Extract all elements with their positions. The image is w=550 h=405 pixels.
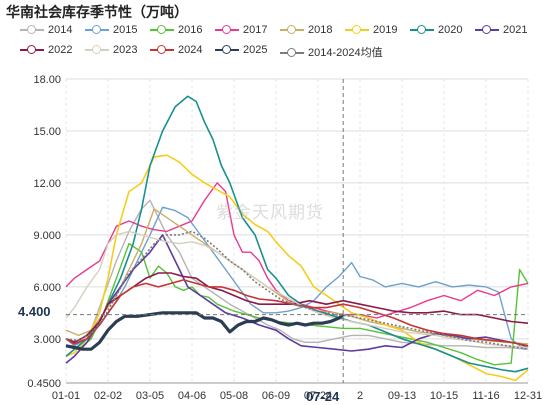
- legend-item[interactable]: 2019: [345, 24, 397, 36]
- y-tick-label: 12.00: [33, 178, 61, 190]
- x-tick-label: 07-24: [304, 390, 332, 402]
- series-line-2024: [65, 279, 529, 347]
- y-tick-label: 0.4500: [27, 378, 61, 390]
- y-tick-label: 15.00: [33, 126, 61, 138]
- legend-label: 2016: [178, 24, 203, 36]
- legend-label: 2019: [373, 24, 398, 36]
- crosshair: [66, 79, 528, 383]
- series-line-2022: [65, 272, 529, 344]
- legend-marker-icon: [280, 47, 304, 59]
- legend-item[interactable]: 2018: [280, 24, 332, 36]
- legend-marker-icon: [20, 44, 44, 56]
- x-tick-label: 05-08: [220, 390, 248, 402]
- x-tick-label: 11-16: [472, 390, 499, 402]
- legend-label: 2021: [503, 24, 528, 36]
- legend-label: 2022: [48, 44, 73, 56]
- series-line-2017: [65, 182, 529, 319]
- y-tick-label: 9.000: [33, 230, 61, 242]
- legend-marker-icon: [150, 44, 174, 56]
- crosshair-x-label: 07-24: [306, 389, 340, 404]
- series-line-2020: [65, 95, 529, 373]
- legend-item[interactable]: 2020: [410, 24, 462, 36]
- legend-item[interactable]: 2023: [85, 44, 137, 56]
- legend-marker-icon: [85, 24, 109, 36]
- legend-label: 2014: [48, 24, 73, 36]
- legend-marker-icon: [410, 24, 434, 36]
- x-tick-label: 09-13: [388, 390, 416, 402]
- legend-marker-icon: [215, 44, 239, 56]
- legend-marker-icon: [20, 24, 44, 36]
- legend-label: 2024: [178, 44, 203, 56]
- series-lines: [65, 95, 529, 382]
- watermark-text: 紫金天风期货: [216, 203, 324, 223]
- y-tick-label: 3.000: [33, 334, 61, 346]
- legend-marker-icon: [345, 24, 369, 36]
- x-tick-label: 06-09: [262, 390, 290, 402]
- series-line-2015: [65, 206, 529, 350]
- legend-marker-icon: [150, 24, 174, 36]
- y-tick-label: 18.00: [33, 74, 61, 86]
- legend-item[interactable]: 2015: [85, 24, 137, 36]
- legend-marker-icon: [215, 24, 239, 36]
- series-line-2023: [65, 230, 529, 349]
- legend-marker-icon: [85, 44, 109, 56]
- legend-marker-icon: [280, 24, 304, 36]
- legend-label: 2015: [113, 24, 138, 36]
- legend-label: 2023: [113, 44, 138, 56]
- x-tick-label: 01-01: [52, 390, 80, 402]
- legend-item[interactable]: 2022: [20, 44, 72, 56]
- x-tick-label: 04-06: [178, 390, 206, 402]
- crosshair-y-label: 4.400: [18, 304, 51, 319]
- legend-item[interactable]: 2025: [215, 44, 267, 56]
- legend-item[interactable]: 2014: [20, 24, 72, 36]
- legend-marker-icon: [475, 24, 499, 36]
- legend-item[interactable]: 2024: [150, 44, 202, 56]
- legend-label: 2025: [243, 44, 268, 56]
- x-tick-label: 02-02: [94, 390, 122, 402]
- series-line-2025: [65, 311, 345, 351]
- legend-item[interactable]: 2016: [150, 24, 202, 36]
- series-line-2016: [65, 242, 529, 366]
- y-tick-label: 6.000: [33, 282, 61, 294]
- legend-label: 2020: [438, 24, 463, 36]
- legend-item[interactable]: 2017: [215, 24, 267, 36]
- chart-title: 华南社会库存季节性（万吨）: [6, 5, 188, 21]
- legend-item[interactable]: 2014-2024均值: [280, 44, 383, 60]
- legend-item[interactable]: 2021: [475, 24, 527, 36]
- x-tick-label: 12-31: [514, 390, 542, 402]
- x-tick-label: 2: [357, 390, 363, 402]
- axes: 18.00 15.00 12.00 9.000 6.000 3.000 0.450001-0…: [27, 74, 542, 402]
- series-line-2021: [65, 234, 529, 364]
- x-tick-label: 10-15: [430, 390, 458, 402]
- legend-label: 2014-2024均值: [308, 47, 383, 59]
- x-tick-label: 03-05: [136, 390, 164, 402]
- legend-label: 2018: [308, 24, 333, 36]
- series-line-2014-2024均值: [65, 230, 529, 350]
- legend-label: 2017: [243, 24, 268, 36]
